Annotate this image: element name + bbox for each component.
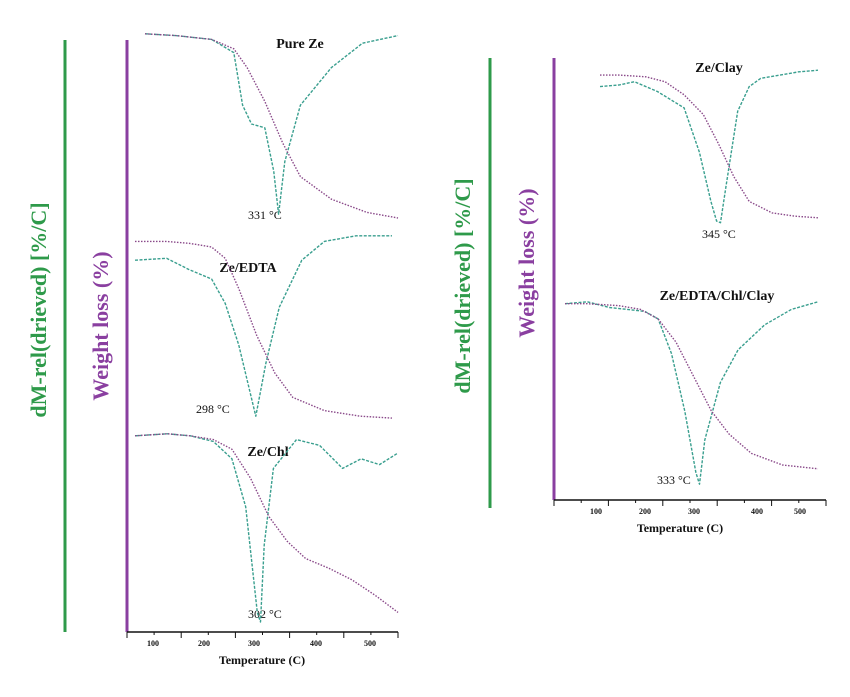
- series-tg-panel-3: [600, 74, 819, 219]
- peak-label-ze-edta: 298 °C: [196, 402, 230, 416]
- x-tick-label: 200: [198, 639, 210, 648]
- x-tick-label: 100: [590, 507, 602, 516]
- series-tg-panel-4: [565, 303, 819, 470]
- panel-title-ze-chl: Ze/Chl: [247, 445, 288, 460]
- series-dtg-panel-2: [134, 433, 399, 623]
- panel-title-ze-clay: Ze/Clay: [695, 61, 742, 76]
- left-weight-ylabel: Weight loss (%): [88, 251, 113, 400]
- peak-label-ze-clay: 345 °C: [702, 227, 736, 241]
- x-tick-label: 300: [248, 639, 260, 648]
- left-dtg-ylabel: dM-rel(drieved) [%/C]: [26, 202, 51, 417]
- series-dtg-panel-3: [599, 69, 819, 224]
- series-tg-panel-0: [144, 33, 399, 219]
- series-dtg-panel-1: [134, 235, 392, 417]
- thermogram-curves: [134, 33, 819, 623]
- series-dtg-panel-4: [564, 301, 819, 485]
- x-tick-label: 300: [688, 507, 700, 516]
- peak-label-pure-ze: 331 °C: [248, 208, 282, 222]
- left-x-axis-label: Temperature (C): [219, 653, 305, 667]
- right-x-ticks: 100 200 300 400 500: [553, 500, 827, 516]
- panel-title-pure-ze: Pure Ze: [276, 37, 324, 52]
- peak-label-ze-chl: 302 °C: [248, 607, 282, 621]
- x-tick-label: 500: [364, 639, 376, 648]
- x-tick-label: 100: [147, 639, 159, 648]
- right-weight-ylabel: Weight loss (%): [514, 188, 539, 337]
- x-tick-label: 400: [310, 639, 322, 648]
- panel-title-ze-edta-chl-clay: Ze/EDTA/Chl/Clay: [660, 289, 775, 304]
- x-tick-label: 200: [639, 507, 651, 516]
- x-tick-label: 500: [794, 507, 806, 516]
- right-x-axis-label: Temperature (C): [637, 521, 723, 535]
- panel-title-ze-edta: Ze/EDTA: [219, 261, 277, 276]
- x-tick-label: 400: [751, 507, 763, 516]
- peak-label-ze-edta-chl-clay: 333 °C: [657, 473, 691, 487]
- right-dtg-ylabel: dM-rel(drieved) [%/C]: [450, 178, 475, 393]
- series-dtg-panel-0: [144, 33, 399, 215]
- left-x-ticks: 100 200 300 400 500: [126, 632, 399, 648]
